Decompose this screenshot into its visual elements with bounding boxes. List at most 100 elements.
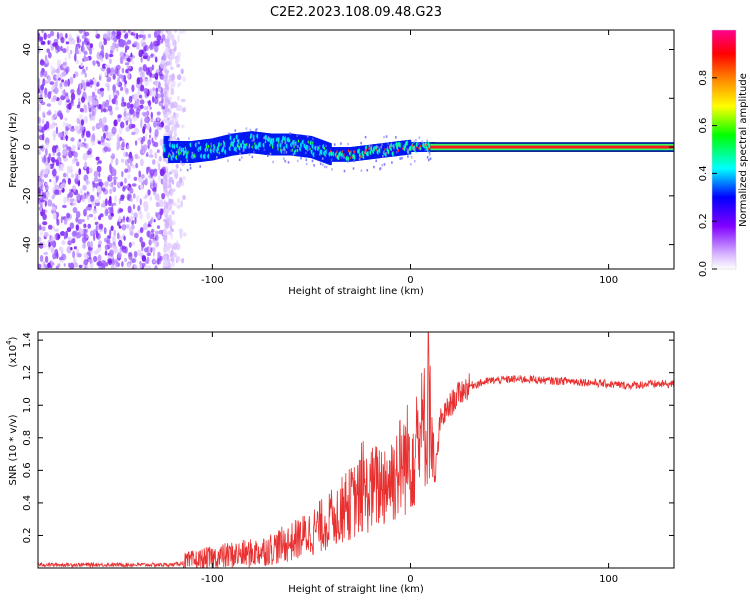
noise-speckle [54, 228, 59, 232]
noise-speckle [82, 242, 86, 250]
signal-speckle [418, 136, 421, 139]
noise-speckle [112, 73, 116, 80]
noise-speckle [92, 60, 96, 67]
signal-speckle [186, 168, 189, 172]
noise-speckle [113, 95, 118, 100]
noise-speckle [150, 53, 154, 57]
noise-speckle [143, 200, 149, 207]
signal-speckle [428, 151, 431, 154]
noise-speckle [172, 202, 177, 207]
noise-speckle [154, 151, 158, 159]
noise-speckle [40, 203, 43, 209]
noise-speckle [39, 225, 42, 231]
noise-speckle [38, 149, 41, 154]
noise-speckle [131, 220, 135, 225]
noise-speckle [156, 236, 160, 241]
noise-speckle [44, 87, 48, 95]
noise-speckle [98, 171, 101, 178]
noise-speckle [72, 230, 78, 236]
noise-speckle [87, 95, 93, 103]
noise-speckle [115, 98, 119, 106]
noise-speckle [42, 213, 47, 220]
snr-panel: -100 0 100 0.2 0.4 0.6 0.8 1.0 1.2 1.4 Height of… [5, 331, 675, 595]
noise-speckle [38, 242, 44, 249]
noise-speckle [107, 258, 113, 264]
noise-speckle [95, 122, 101, 130]
noise-speckle [142, 135, 146, 142]
signal-speckle [387, 142, 389, 145]
noise-speckle [66, 165, 71, 173]
noise-speckle [173, 242, 178, 251]
noise-speckle [151, 239, 156, 244]
spectrogram-frame [37, 29, 675, 270]
noise-speckle [148, 239, 152, 246]
signal-speckle [229, 133, 231, 136]
noise-speckle [97, 260, 102, 267]
noise-speckle [83, 259, 89, 266]
noise-speckle [157, 175, 161, 182]
signal-speckle [407, 151, 410, 154]
noise-speckle [122, 151, 127, 158]
noise-speckle [38, 124, 42, 131]
noise-speckle [55, 161, 60, 167]
noise-speckle [69, 198, 75, 202]
noise-speckle [69, 222, 75, 229]
signal-speckle [197, 141, 199, 145]
noise-speckle [51, 168, 57, 177]
noise-speckle [81, 194, 86, 203]
signal-speckle [242, 149, 245, 152]
noise-speckle [146, 231, 150, 237]
signal-speckle [168, 138, 170, 142]
snr-multiplier-exponent: 4 [5, 340, 13, 345]
noise-speckle [67, 177, 72, 185]
noise-speckle [52, 252, 56, 259]
noise-speckle [43, 32, 47, 40]
snr-x-ticks: -100 0 100 [201, 332, 618, 585]
noise-speckle [144, 262, 148, 269]
noise-speckle [92, 78, 97, 86]
signal-speckle [428, 158, 430, 162]
signal-speckle [347, 142, 349, 146]
noise-speckle [126, 184, 129, 189]
noise-speckle [149, 234, 155, 240]
noise-speckle [83, 115, 88, 124]
noise-speckle [57, 152, 61, 157]
noise-speckle [115, 158, 119, 166]
noise-speckle [119, 208, 124, 213]
noise-speckle [153, 40, 158, 47]
noise-speckle [156, 34, 162, 42]
noise-speckle [115, 106, 119, 111]
noise-speckle [130, 258, 136, 264]
noise-speckle [165, 202, 169, 209]
noise-speckle [164, 85, 170, 91]
noise-speckle [147, 144, 150, 150]
noise-speckle [107, 53, 110, 60]
noise-speckle [84, 72, 87, 78]
signal-speckle [180, 160, 182, 164]
noise-speckle [47, 224, 53, 230]
noise-speckle [136, 32, 139, 40]
noise-speckle [102, 200, 106, 205]
noise-speckle [133, 264, 138, 269]
noise-speckle [82, 152, 88, 161]
noise-speckle [64, 56, 68, 62]
signal-speckle [297, 145, 299, 148]
signal-speckle [391, 161, 393, 164]
noise-speckle [55, 176, 58, 183]
noise-speckle [89, 230, 95, 237]
signal-speckle [426, 156, 429, 159]
noise-speckle [130, 224, 135, 230]
signal-speckle [307, 148, 309, 151]
noise-speckle [53, 87, 59, 95]
signal-speckle [414, 160, 416, 163]
noise-speckle [43, 169, 49, 175]
noise-speckle [121, 261, 124, 268]
noise-speckle [85, 66, 88, 71]
noise-speckle [38, 82, 41, 87]
signal-speckle [381, 164, 384, 167]
noise-speckle [150, 247, 153, 253]
noise-speckle [171, 188, 176, 192]
noise-speckle [56, 251, 59, 259]
noise-speckle [59, 190, 62, 196]
snr-y-multiplier: (x104) [5, 336, 19, 367]
